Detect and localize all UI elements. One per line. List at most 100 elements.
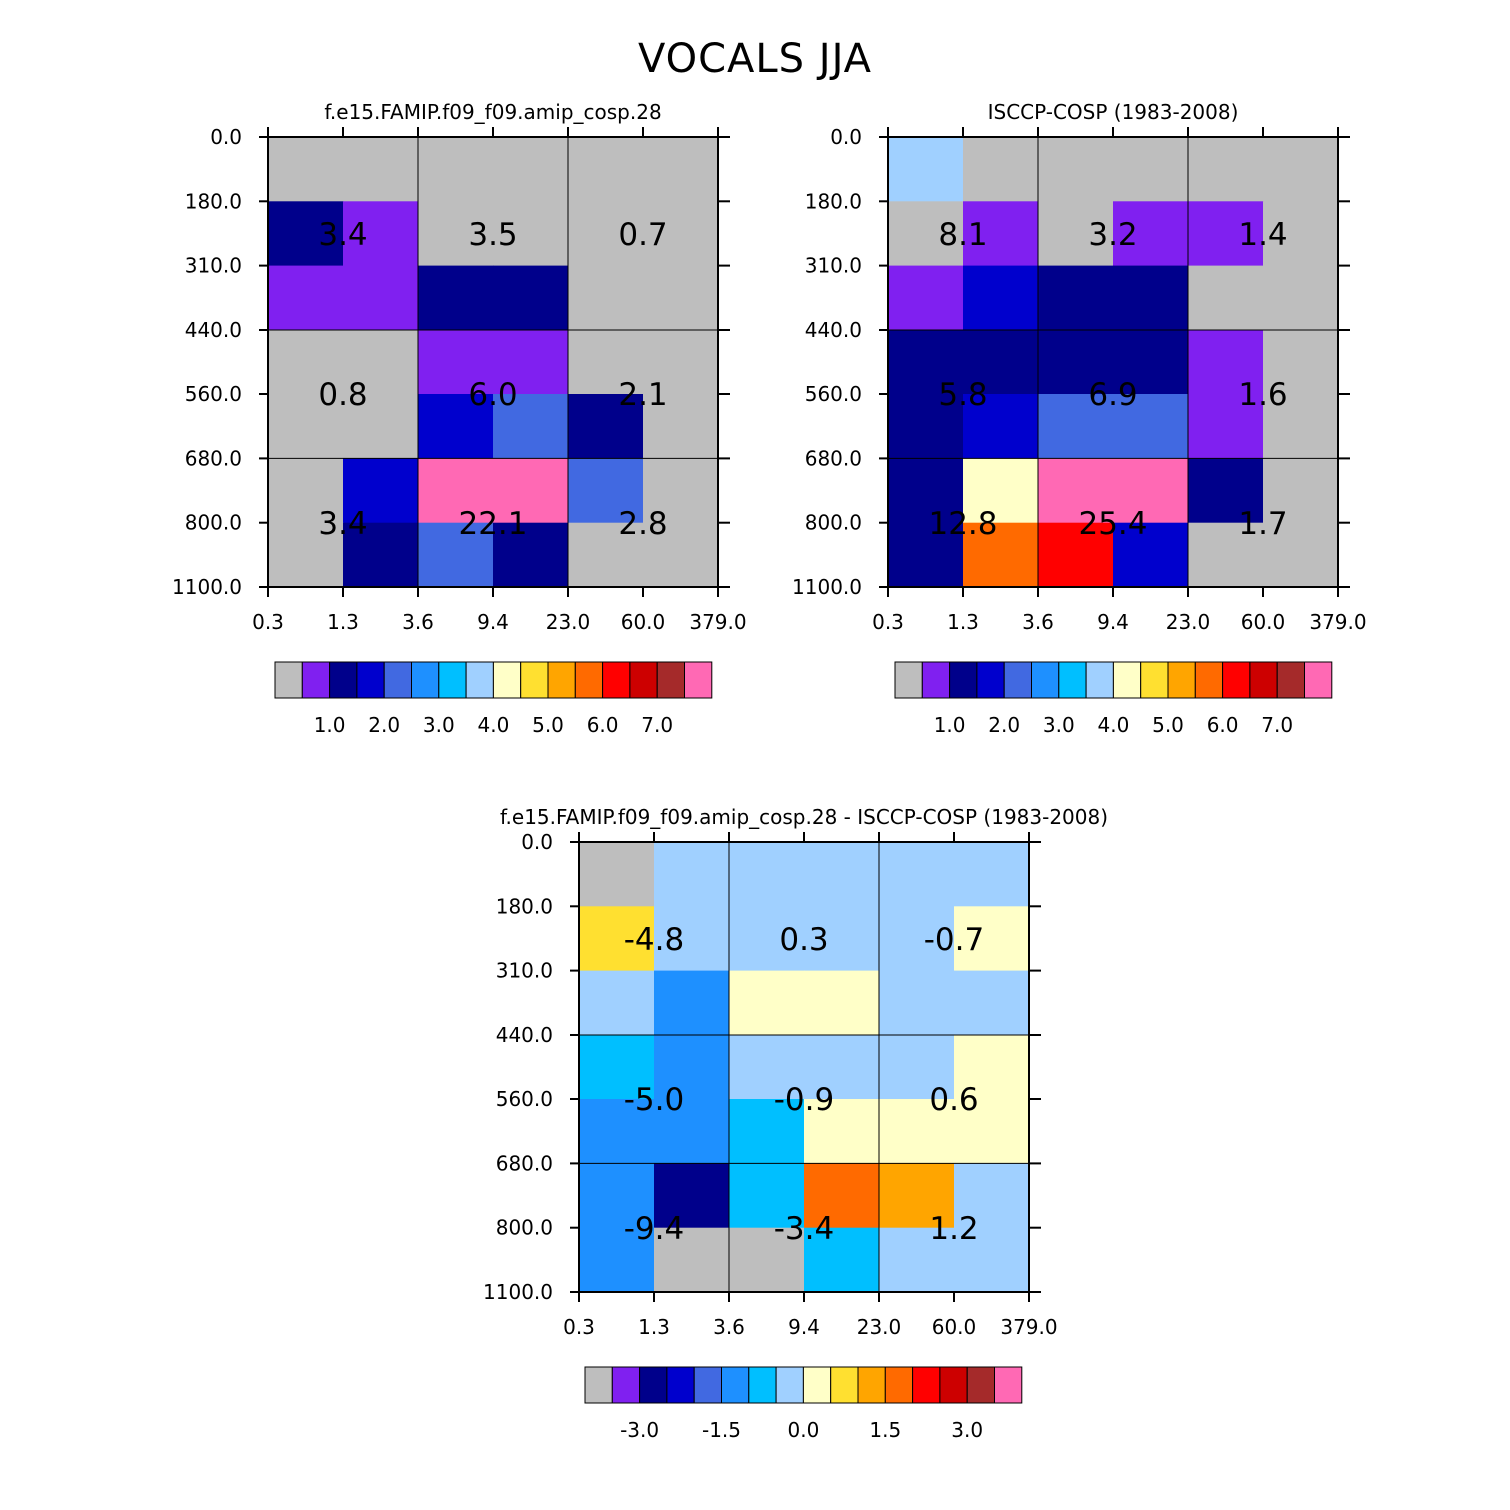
colorbar-label: 0.0 [787,1418,819,1442]
colorbar-swatch [802,1366,832,1404]
y-tick-label: 0.0 [830,125,862,149]
heatmap-cell [954,1099,1030,1164]
heatmap-cell [804,970,880,1036]
colorbar-swatch [921,661,951,699]
heatmap-cell [1188,137,1264,202]
heatmap-cell [1188,522,1264,588]
colorbar-swatch [520,661,549,699]
y-tick-label: 440.0 [185,318,242,342]
heatmap-cell [1113,330,1189,395]
heatmap-cell [954,842,1030,907]
heatmap-cell [418,330,494,395]
block-value-label: 3.2 [1088,217,1137,253]
heatmap-cell [1038,522,1114,588]
x-tick-label: 60.0 [1241,610,1286,634]
heatmap-cell [654,906,730,972]
x-tick-label: 379.0 [1000,1315,1057,1339]
heatmap-cell [963,394,1039,459]
colorbar-swatch [356,661,385,699]
y-tick-label: 560.0 [496,1087,553,1111]
colorbar-swatch [492,661,522,699]
heatmap-cell [963,201,1039,267]
colorbar-swatch [1276,661,1305,699]
x-tick-label: 1.3 [327,610,359,634]
heatmap-cell [493,458,569,524]
heatmap-cell [954,1163,1030,1229]
colorbar-swatch [1085,661,1114,699]
heatmap-cell [343,394,419,459]
block-value-label: 8.1 [938,217,987,253]
colorbar-label: 1.0 [314,713,346,737]
heatmap-cell [879,842,955,907]
colorbar-swatch [1304,661,1333,699]
colorbar-swatch [830,1366,859,1404]
colorbar-label: 5.0 [1152,713,1184,737]
colorbar-swatch [939,1366,968,1404]
y-tick-label: 800.0 [496,1216,553,1240]
heatmap-cell [643,137,719,202]
colorbar-label: 6.0 [1207,713,1239,737]
colorbar-swatch [656,661,686,699]
colorbar-swatch [547,661,576,699]
x-tick-label: 23.0 [1166,610,1211,634]
heatmap-cell [963,458,1039,524]
block-value-label: 6.9 [1088,377,1137,413]
heatmap-cell [804,1035,880,1100]
heatmap-cell [1113,201,1189,267]
heatmap-cell [268,330,344,395]
colorbar-label: 2.0 [988,713,1020,737]
block-value-label: 3.4 [318,506,367,542]
colorbar-swatch [1058,661,1087,699]
heatmap-cell [579,1035,655,1100]
heatmap-cell [879,1163,955,1229]
heatmap-cell [888,522,964,588]
x-tick-label: 9.4 [1097,610,1129,634]
heatmap-cell [879,970,955,1036]
y-tick-label: 1100.0 [792,575,862,599]
heatmap-cell [268,137,344,202]
heatmap-cell [729,1163,805,1229]
y-tick-label: 680.0 [496,1151,553,1175]
colorbar-label: 3.0 [951,1418,983,1442]
heatmap-cell [268,265,344,331]
heatmap-cell [343,137,419,202]
heatmap-cell [643,265,719,331]
colorbar-swatch [639,1366,668,1404]
heatmap-cell [343,522,419,588]
heatmap-cell [343,458,419,524]
heatmap-cell [493,201,569,267]
heatmap-cell [654,842,730,907]
x-tick-label: 379.0 [1309,610,1366,634]
block-value-label: -0.7 [924,922,985,958]
x-tick-label: 3.6 [402,610,434,634]
heatmap-cell [729,970,805,1036]
y-tick-label: 0.0 [210,125,242,149]
x-tick-label: 3.6 [1022,610,1054,634]
colorbar-swatch [1222,661,1251,699]
block-value-label: 1.6 [1238,377,1287,413]
y-tick-label: 560.0 [805,382,862,406]
heatmap-cell [418,265,494,331]
heatmap-cell [568,330,644,395]
heatmap-cell [579,906,655,972]
colorbar-swatch [629,661,658,699]
colorbar-swatch [884,1366,914,1404]
x-tick-label: 0.3 [872,610,904,634]
heatmap-cell [954,906,1030,972]
heatmap-cell [1188,201,1264,267]
heatmap-cell [654,1227,730,1293]
heatmap-cell [954,1035,1030,1100]
block-value-label: 0.8 [318,377,367,413]
heatmap-cell [654,1035,730,1100]
heatmap-cell [804,1163,880,1229]
heatmap-cell [888,201,964,267]
y-tick-label: 680.0 [805,446,862,470]
colorbar-label: -1.5 [702,1418,741,1442]
heatmap-cell [1263,137,1339,202]
y-tick-label: 180.0 [185,189,242,213]
colorbar-swatch [1003,661,1033,699]
y-tick-label: 1100.0 [483,1280,553,1304]
colorbar-swatch [602,661,631,699]
colorbar-swatch [693,1366,723,1404]
block-value-label: 1.4 [1238,217,1287,253]
